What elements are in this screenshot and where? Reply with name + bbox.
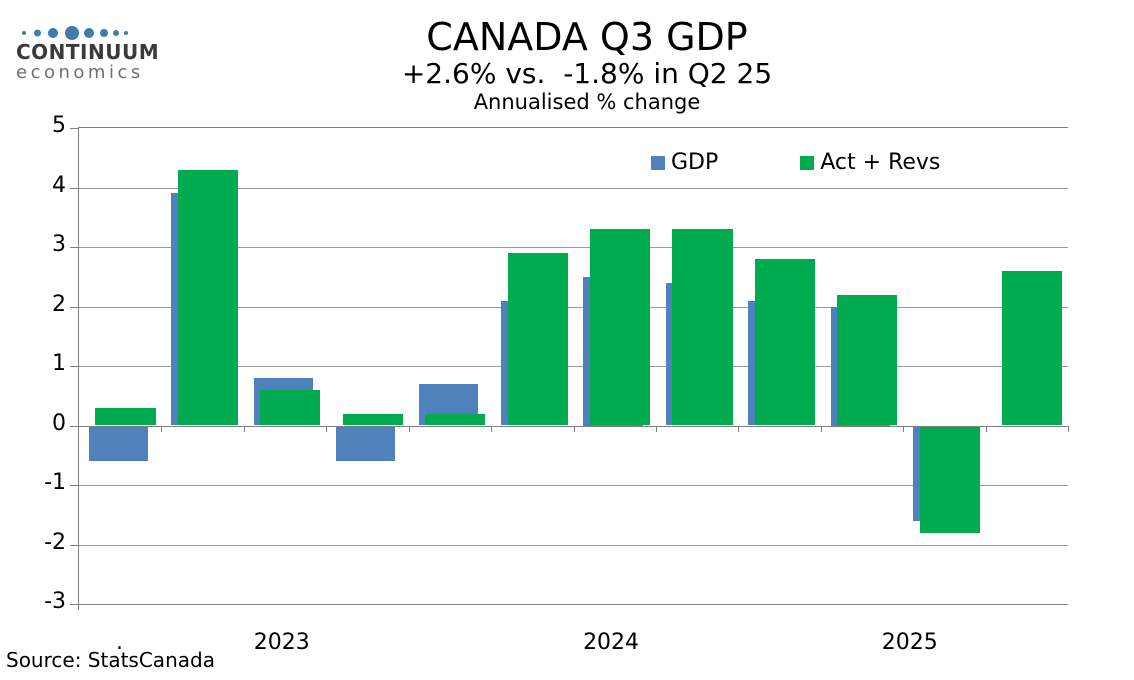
y-axis-label: 3 (52, 232, 66, 257)
chart-units-note: Annualised % change (473, 90, 701, 114)
logo-dot (65, 26, 79, 40)
logo-dot (84, 28, 94, 38)
logo-dot (124, 31, 128, 35)
bar-act-revs-5 (425, 413, 486, 426)
bar-act-revs-2 (177, 169, 239, 426)
chart-subtitle: +2.6% vs. -1.8% in Q2 25 (401, 57, 773, 90)
x-axis-label: 2024 (583, 630, 640, 655)
y-axis-label: 0 (52, 410, 66, 436)
legend-swatch-icon (800, 155, 815, 170)
legend-label: GDP (671, 150, 719, 175)
bar-act-revs-10 (837, 294, 898, 426)
gridline (79, 485, 1068, 486)
y-axis-tick (70, 485, 78, 486)
legend-item: GDP (651, 150, 718, 175)
y-axis-tick (70, 604, 78, 605)
logo-dot (48, 28, 58, 38)
y-axis-tick (70, 128, 78, 129)
gridline (79, 366, 1068, 367)
bar-act-revs-8 (672, 229, 733, 426)
legend: GDP Act + Revs (651, 150, 940, 175)
bar-act-revs-1 (95, 407, 156, 426)
x-axis-tick (408, 425, 410, 432)
gridline (79, 306, 1068, 308)
bar-act-revs-7 (589, 229, 651, 426)
bar-gdp-4 (336, 425, 396, 462)
x-axis-tick (326, 425, 328, 432)
y-axis-tick (70, 366, 78, 367)
plot-area: GDP Act + Revs (70, 127, 1069, 610)
y-axis-label: -2 (44, 529, 66, 555)
x-axis-tick (243, 425, 245, 432)
logo-dot (100, 29, 108, 37)
y-axis-tick (70, 187, 78, 189)
continuum-dots-icon (16, 24, 128, 42)
logo-dot (113, 30, 119, 36)
bar-act-revs-4 (342, 413, 403, 426)
legend-swatch-icon (651, 155, 665, 170)
x-axis-tick (161, 425, 163, 432)
y-axis-tick (70, 247, 78, 248)
bar-act-revs-6 (507, 252, 568, 426)
bar-act-revs-3 (260, 389, 321, 426)
x-axis-tick (573, 425, 575, 432)
legend-item: Act + Revs (800, 150, 940, 175)
legend-label: Act + Revs (820, 150, 941, 175)
y-axis-label: 2 (52, 291, 66, 317)
bar-gdp-1 (88, 425, 149, 462)
x-axis-label: . (116, 630, 124, 655)
x-axis-tick (1068, 425, 1069, 432)
x-axis-tick (491, 425, 493, 432)
x-axis-tick (820, 425, 822, 432)
y-axis-label: -3 (44, 589, 66, 614)
y-axis-label: 4 (52, 172, 66, 198)
x-axis-label: 2023 (253, 630, 310, 655)
continuum-logo: CONTINUUM economics (16, 24, 159, 83)
chart-title: CANADA Q3 GDP (426, 15, 748, 59)
gridline (79, 544, 1068, 546)
logo-brand-subname: economics (16, 62, 144, 83)
x-axis-tick (903, 425, 905, 432)
y-axis-label: 1 (52, 351, 66, 376)
y-axis-tick (70, 425, 78, 427)
logo-dot (22, 31, 26, 35)
logo-brand-name: CONTINUUM (16, 40, 160, 64)
y-axis-label: -1 (44, 470, 66, 495)
source-note: Source: StatsCanada (6, 648, 215, 672)
gridline (79, 247, 1068, 248)
y-axis-tick (70, 544, 78, 546)
bar-act-revs-11 (919, 425, 980, 533)
bar-act-revs-9 (754, 258, 815, 426)
x-axis-tick (655, 425, 657, 432)
x-axis-tick (738, 425, 740, 432)
gridline (79, 187, 1068, 189)
x-axis-label: 2025 (881, 630, 938, 655)
x-axis-tick (985, 425, 987, 432)
logo-dot (34, 29, 41, 37)
bar-act-revs-12 (1002, 270, 1063, 426)
y-axis-tick-extension (78, 604, 79, 610)
chart-header: CANADA Q3 GDP +2.6% vs. -1.8% in Q2 25 A… (40, 16, 1134, 114)
y-axis-label: 5 (52, 113, 66, 138)
y-axis-tick (70, 306, 78, 308)
